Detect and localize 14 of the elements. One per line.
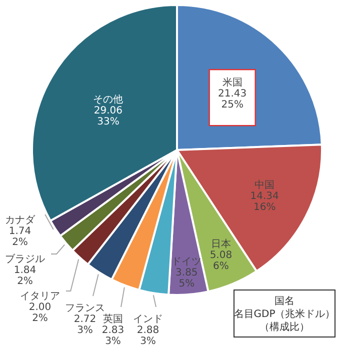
data-label: 1.84 2%	[14, 265, 36, 287]
slice-label: 英国	[103, 313, 123, 325]
annotations: 国名 名目GDP（兆米ドル） （構成比）	[234, 290, 336, 338]
slice-label: イタリア	[20, 291, 60, 302]
data-label: 21.43 25%	[218, 88, 247, 111]
slice-label: インド	[133, 314, 163, 325]
slice-label: 米国	[222, 76, 242, 89]
slice-label: ブラジル	[5, 253, 45, 265]
data-label: 2.00 2%	[28, 302, 52, 324]
data-label: 2.88 3%	[136, 325, 160, 347]
slice-label: カナダ	[5, 214, 36, 226]
slice-label: フランス	[65, 303, 105, 314]
data-label: 2.83 3%	[102, 325, 124, 347]
data-label: 2.72 3%	[74, 314, 96, 336]
